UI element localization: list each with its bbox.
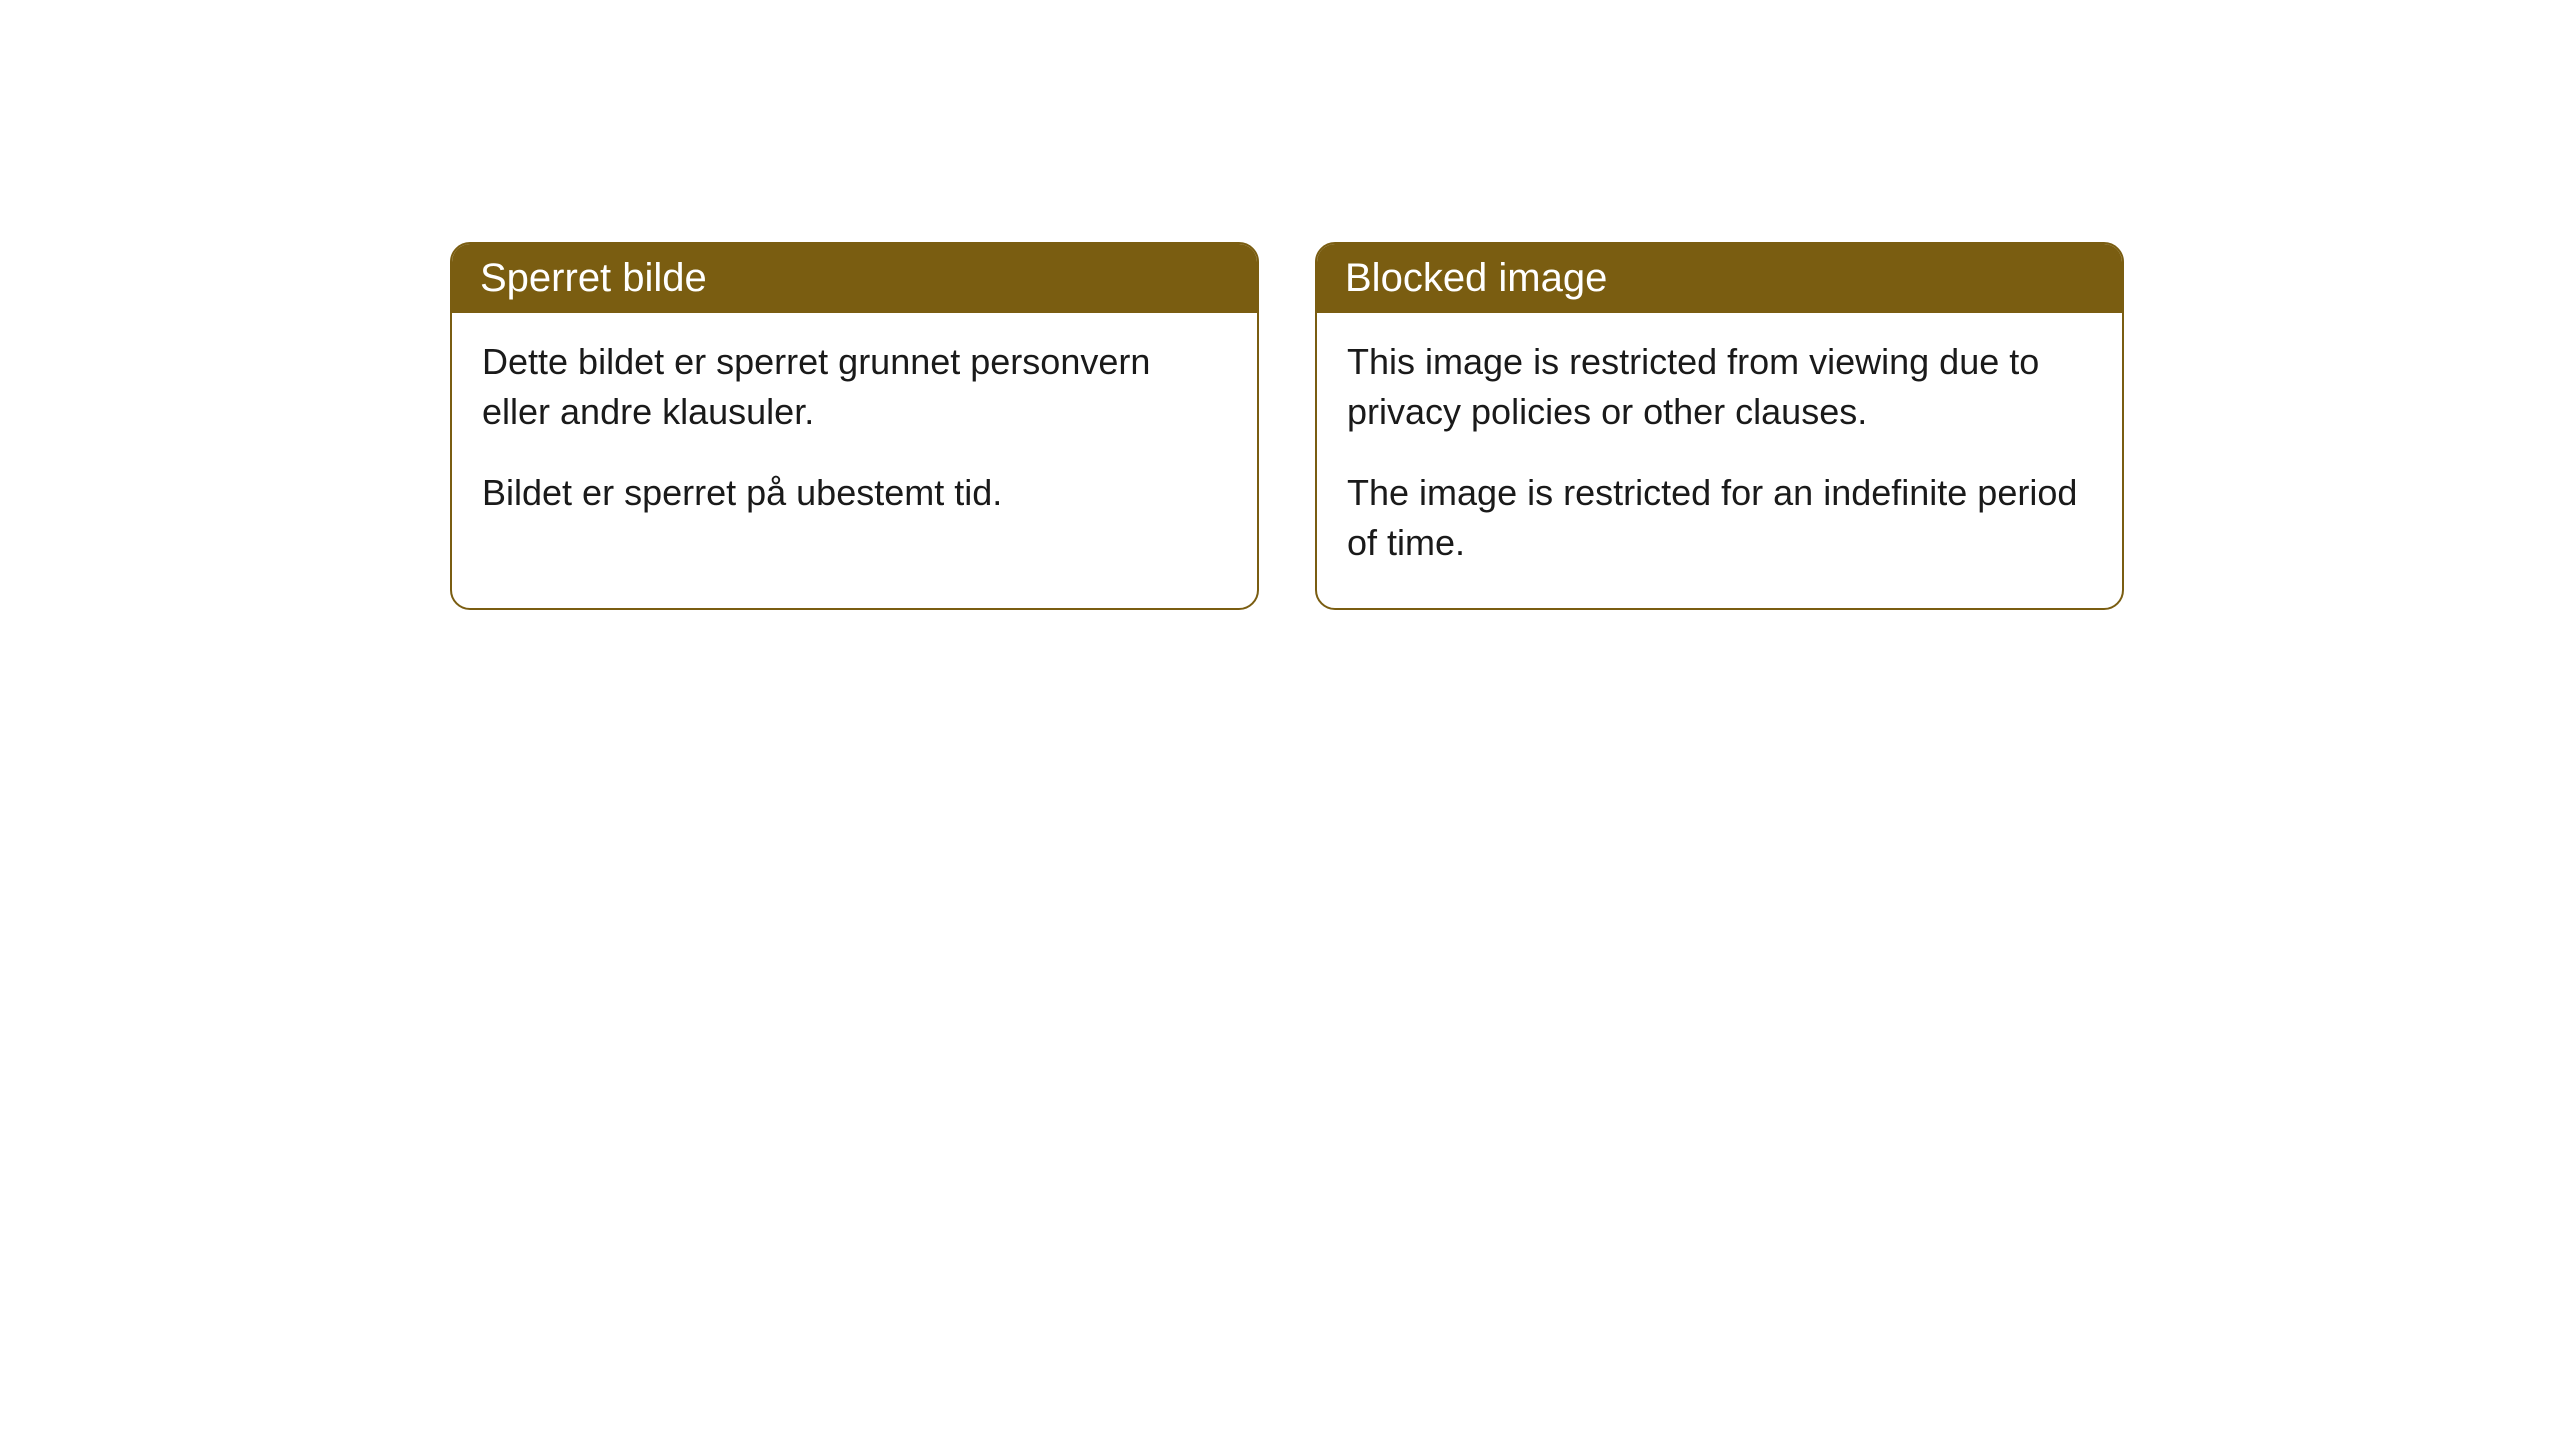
notice-container: Sperret bilde Dette bildet er sperret gr… [0,0,2560,610]
card-paragraph: The image is restricted for an indefinit… [1347,468,2092,567]
card-body-english: This image is restricted from viewing du… [1317,313,2122,608]
card-header-norwegian: Sperret bilde [452,244,1257,313]
card-title: Blocked image [1345,256,1607,300]
card-title: Sperret bilde [480,256,707,300]
card-paragraph: This image is restricted from viewing du… [1347,337,2092,436]
notice-card-norwegian: Sperret bilde Dette bildet er sperret gr… [450,242,1259,610]
notice-card-english: Blocked image This image is restricted f… [1315,242,2124,610]
card-header-english: Blocked image [1317,244,2122,313]
card-paragraph: Bildet er sperret på ubestemt tid. [482,468,1227,518]
card-body-norwegian: Dette bildet er sperret grunnet personve… [452,313,1257,558]
card-paragraph: Dette bildet er sperret grunnet personve… [482,337,1227,436]
